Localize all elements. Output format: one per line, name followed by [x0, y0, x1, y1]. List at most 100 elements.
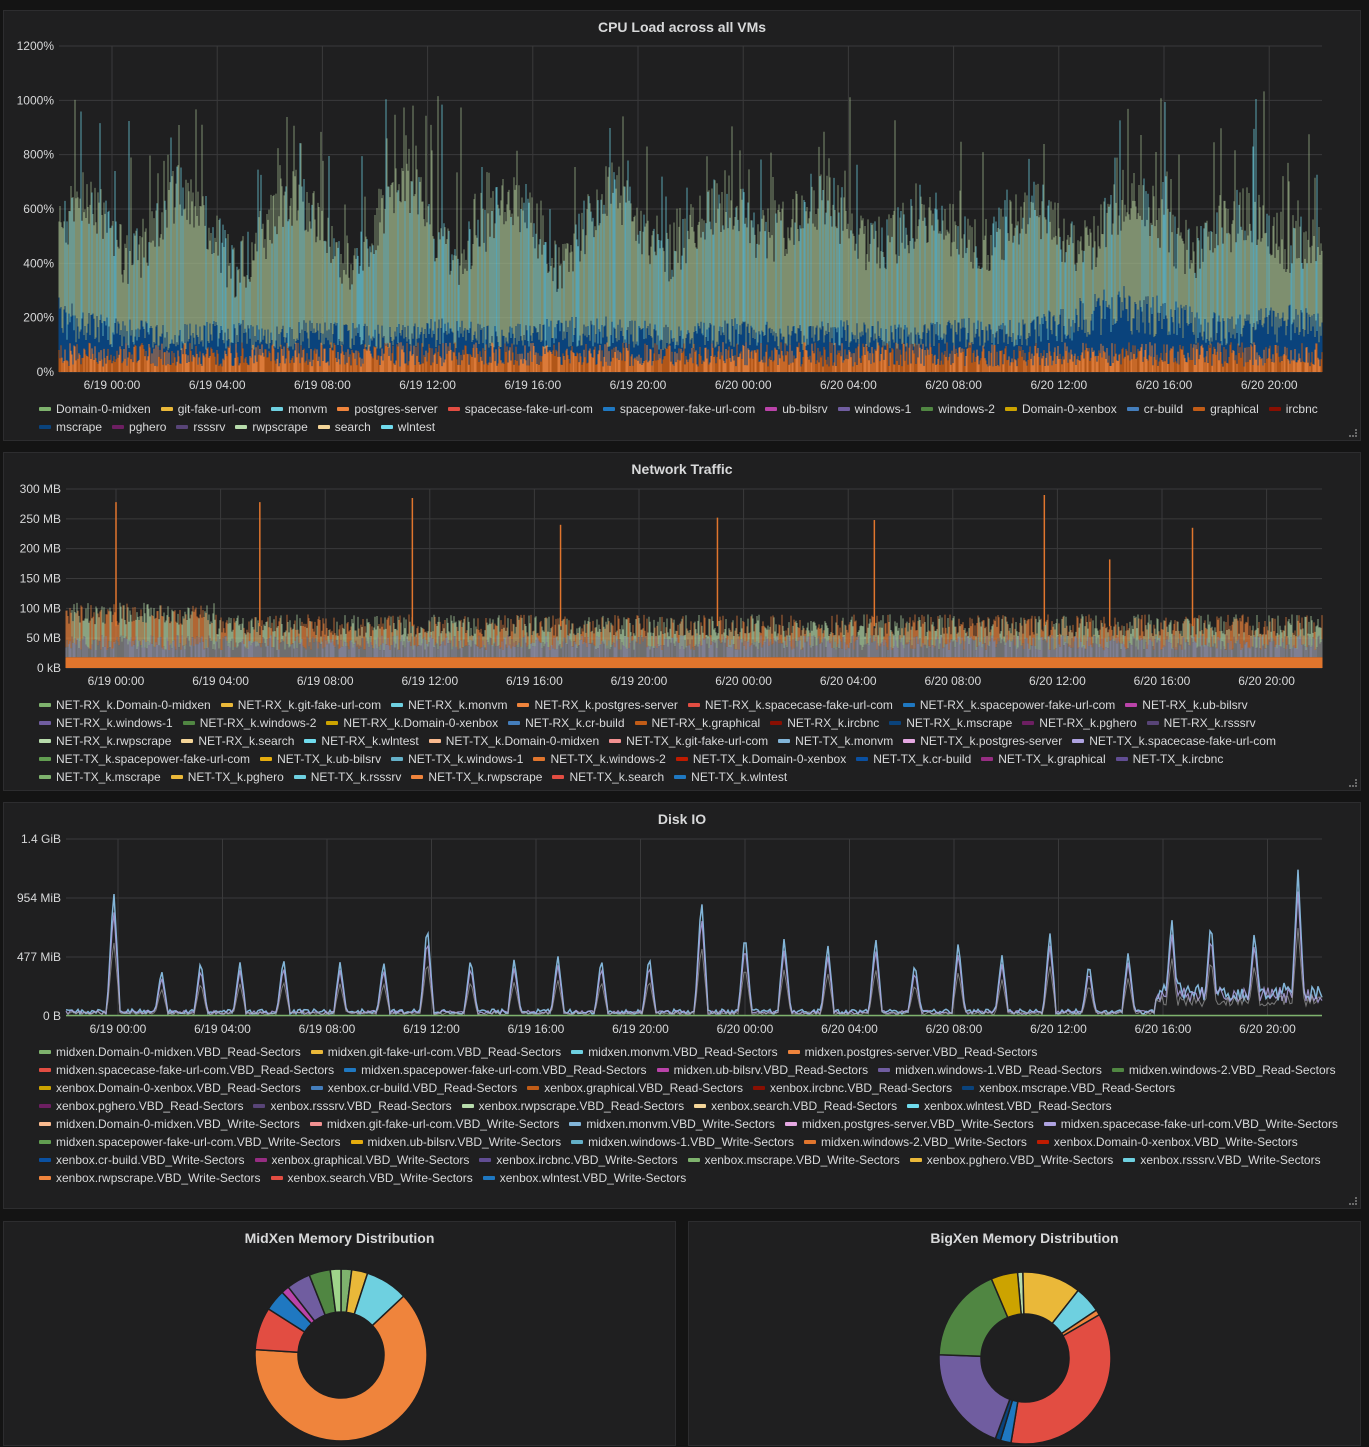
x-tick-label: 6/19 04:00 — [192, 674, 249, 688]
legend-swatch — [838, 407, 850, 411]
legend-item[interactable]: spacecase-fake-url-com — [448, 400, 593, 418]
legend-swatch — [39, 407, 51, 411]
x-tick-label: 6/19 08:00 — [297, 674, 354, 688]
y-tick-label: 300 MB — [20, 482, 61, 496]
legend-label: search — [335, 420, 371, 434]
y-tick-label: 0% — [37, 365, 55, 379]
legend-label: wlntest — [398, 420, 435, 434]
y-tick-label: 150 MB — [20, 572, 61, 586]
x-tick-label: 6/20 08:00 — [924, 674, 981, 688]
x-tick-label: 6/20 16:00 — [1136, 378, 1193, 392]
legend-label: windows-2 — [938, 402, 995, 416]
legend-swatch — [1005, 407, 1017, 411]
x-tick-label: 6/19 00:00 — [88, 674, 145, 688]
x-tick-label: 6/20 00:00 — [715, 378, 772, 392]
x-tick-label: 6/19 20:00 — [611, 674, 668, 688]
y-tick-label: 100 MB — [20, 601, 61, 615]
x-tick-label: 6/19 16:00 — [506, 674, 563, 688]
legend-item[interactable]: search — [318, 418, 371, 436]
legend-swatch — [337, 407, 349, 411]
y-tick-label: 600% — [23, 202, 54, 216]
cpu-series-bars — [59, 91, 1322, 372]
legend-swatch — [603, 407, 615, 411]
legend-label: rwpscrape — [252, 420, 307, 434]
x-tick-label: 6/20 16:00 — [1134, 674, 1191, 688]
x-tick-label: 6/19 08:00 — [294, 378, 351, 392]
x-tick-label: 6/20 20:00 — [1238, 674, 1295, 688]
cpu-resize-handle[interactable] — [1349, 429, 1357, 437]
legend-swatch — [318, 425, 330, 429]
legend-swatch — [235, 425, 247, 429]
cpu-panel: CPU Load across all VMs 1200%1000%800%60… — [3, 10, 1361, 441]
x-tick-label: 6/20 12:00 — [1030, 378, 1087, 392]
legend-item[interactable]: pghero — [112, 418, 166, 436]
x-tick-label: 6/20 00:00 — [715, 674, 772, 688]
legend-label: spacecase-fake-url-com — [465, 402, 593, 416]
y-tick-label: 50 MB — [26, 631, 61, 645]
legend-swatch — [381, 425, 393, 429]
legend-label: pghero — [129, 420, 166, 434]
legend-item[interactable]: wlntest — [381, 418, 435, 436]
legend-swatch — [765, 407, 777, 411]
legend-label: ub-bilsrv — [782, 402, 827, 416]
legend-item[interactable]: ircbnc — [1269, 400, 1318, 418]
x-tick-label: 6/20 04:00 — [820, 674, 877, 688]
cpu-legend: Domain-0-midxen git-fake-url-com monvm post… — [39, 400, 1350, 436]
legend-swatch — [448, 407, 460, 411]
legend-swatch — [176, 425, 188, 429]
legend-item[interactable]: windows-1 — [838, 400, 912, 418]
legend-label: cr-build — [1144, 402, 1183, 416]
legend-swatch — [112, 425, 124, 429]
legend-item[interactable]: graphical — [1193, 400, 1259, 418]
y-tick-label: 1200% — [17, 39, 55, 53]
x-tick-label: 6/20 12:00 — [1029, 674, 1086, 688]
legend-label: Domain-0-midxen — [56, 402, 151, 416]
legend-item[interactable]: postgres-server — [337, 400, 437, 418]
legend-item[interactable]: Domain-0-midxen — [39, 400, 151, 418]
legend-item[interactable]: rsssrv — [176, 418, 225, 436]
legend-item[interactable]: windows-2 — [921, 400, 995, 418]
legend-label: windows-1 — [855, 402, 912, 416]
x-tick-label: 6/19 20:00 — [610, 378, 667, 392]
legend-item[interactable]: git-fake-url-com — [161, 400, 261, 418]
legend-swatch — [921, 407, 933, 411]
y-tick-label: 800% — [23, 148, 54, 162]
y-tick-label: 200% — [23, 311, 54, 325]
legend-item[interactable]: cr-build — [1127, 400, 1183, 418]
legend-swatch — [1193, 407, 1205, 411]
legend-item[interactable]: monvm — [271, 400, 327, 418]
legend-label: postgres-server — [354, 402, 437, 416]
y-tick-label: 200 MB — [20, 542, 61, 556]
legend-swatch — [39, 425, 51, 429]
x-tick-label: 6/20 04:00 — [820, 378, 877, 392]
x-tick-label: 6/19 12:00 — [399, 378, 456, 392]
legend-item[interactable]: rwpscrape — [235, 418, 307, 436]
x-tick-label: 6/19 04:00 — [189, 378, 246, 392]
x-tick-label: 6/19 12:00 — [401, 674, 458, 688]
legend-item[interactable]: spacepower-fake-url-com — [603, 400, 755, 418]
network-series-bars — [66, 495, 1322, 668]
network-chart[interactable]: 300 MB 250 MB 200 MB 150 MB 100 MB 50 MB 0 kB 6… — [4, 453, 1362, 693]
legend-label: monvm — [288, 402, 327, 416]
legend-item[interactable]: mscrape — [39, 418, 102, 436]
x-tick-label: 6/20 20:00 — [1241, 378, 1298, 392]
legend-label: git-fake-url-com — [178, 402, 261, 416]
legend-label: spacepower-fake-url-com — [620, 402, 755, 416]
x-tick-label: 6/19 00:00 — [84, 378, 141, 392]
legend-label: ircbnc — [1286, 402, 1318, 416]
legend-item[interactable]: ub-bilsrv — [765, 400, 827, 418]
legend-label: graphical — [1210, 402, 1259, 416]
y-tick-label: 250 MB — [20, 512, 61, 526]
legend-item[interactable]: Domain-0-xenbox — [1005, 400, 1117, 418]
legend-swatch — [1127, 407, 1139, 411]
y-tick-label: 0 kB — [37, 661, 61, 675]
y-tick-label: 1000% — [17, 93, 55, 107]
legend-label: rsssrv — [193, 420, 225, 434]
legend-swatch — [1269, 407, 1281, 411]
x-tick-label: 6/20 08:00 — [925, 378, 982, 392]
x-tick-label: 6/19 16:00 — [504, 378, 561, 392]
legend-swatch — [161, 407, 173, 411]
legend-swatch — [271, 407, 283, 411]
